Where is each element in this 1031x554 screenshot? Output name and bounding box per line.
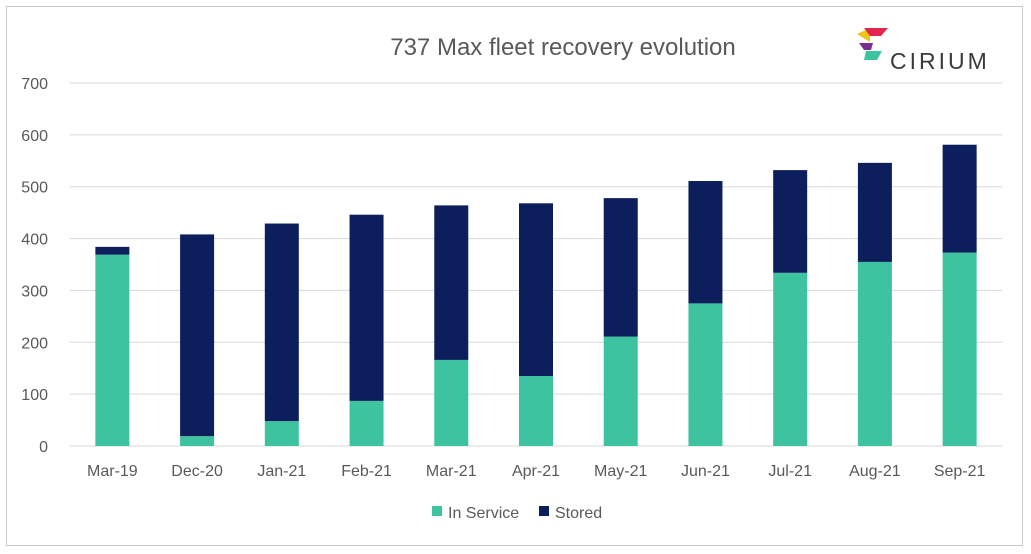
x-axis-tick-labels: Mar-19 Dec-20 Jan-21 Feb-21 Mar-21 Apr-21 May-…	[87, 463, 986, 480]
x-tick-label-jul-21: Jul-21	[768, 463, 812, 480]
bar-in-service-apr-21	[519, 375, 553, 446]
chart-title: 737 Max fleet recovery evolution	[390, 34, 736, 61]
y-tick-label-100: 100	[21, 387, 48, 404]
y-tick-label-600: 600	[21, 128, 48, 145]
y-tick-label-200: 200	[21, 335, 48, 352]
y-axis-tick-labels: 0 100 200 300 400 500 600 700	[21, 76, 48, 456]
x-tick-label-may-21: May-21	[594, 463, 647, 480]
bar-stored-sep-21	[942, 144, 977, 253]
x-tick-label-dec-20: Dec-20	[171, 463, 223, 480]
legend-swatch-stored	[539, 506, 549, 516]
bar-in-service-aug-21	[857, 261, 892, 446]
x-tick-label-mar-21: Mar-21	[426, 463, 477, 480]
bar-in-service-mar-21	[434, 359, 469, 446]
x-tick-label-sep-21: Sep-21	[934, 463, 986, 480]
cirium-logo-mark-icon	[857, 28, 888, 60]
logo-wordmark: CIRIUM	[890, 48, 990, 74]
bar-in-service-feb-21	[349, 400, 384, 446]
x-tick-label-jun-21: Jun-21	[681, 463, 730, 480]
y-tick-label-400: 400	[21, 232, 48, 249]
legend-item-in-service: In Service	[432, 505, 519, 522]
y-tick-label-300: 300	[21, 283, 48, 300]
y-tick-label-500: 500	[21, 180, 48, 197]
x-tick-label-jan-21: Jan-21	[257, 463, 306, 480]
bar-in-service-jul-21	[773, 272, 808, 446]
legend-item-stored: Stored	[539, 505, 602, 522]
bar-in-service-mar-19	[95, 254, 130, 446]
y-tick-label-700: 700	[21, 76, 48, 93]
bar-in-service-may-21	[603, 336, 638, 446]
bar-stored-apr-21	[519, 203, 553, 376]
x-tick-label-apr-21: Apr-21	[512, 463, 560, 480]
bar-stored-jun-21	[688, 181, 723, 304]
bar-stored-dec-20	[180, 234, 215, 437]
bar-in-service-jan-21	[264, 421, 299, 446]
cirium-logo: CIRIUM	[857, 28, 990, 74]
legend: In Service Stored	[432, 505, 602, 522]
logo-mark-teal	[864, 51, 882, 60]
bar-in-service-sep-21	[942, 252, 977, 446]
legend-swatch-in-service	[432, 506, 442, 516]
x-tick-label-feb-21: Feb-21	[341, 463, 392, 480]
x-tick-label-aug-21: Aug-21	[849, 463, 901, 480]
logo-mark-purple	[859, 43, 873, 50]
logo-mark-red	[864, 28, 888, 36]
bar-stored-mar-21	[434, 205, 469, 360]
y-tick-label-0: 0	[39, 439, 48, 456]
bars	[95, 144, 977, 446]
bar-stored-mar-19	[95, 246, 130, 255]
bar-stored-may-21	[603, 198, 638, 337]
legend-label-in-service: In Service	[448, 505, 519, 522]
bar-stored-jan-21	[264, 223, 299, 422]
bar-in-service-jun-21	[688, 303, 723, 446]
bar-stored-jul-21	[773, 170, 808, 273]
bar-stored-aug-21	[857, 162, 892, 262]
chart-frame	[6, 6, 1023, 546]
bar-in-service-dec-20	[180, 436, 215, 446]
x-tick-label-mar-19: Mar-19	[87, 463, 138, 480]
legend-label-stored: Stored	[555, 505, 602, 522]
bar-stored-feb-21	[349, 214, 384, 401]
